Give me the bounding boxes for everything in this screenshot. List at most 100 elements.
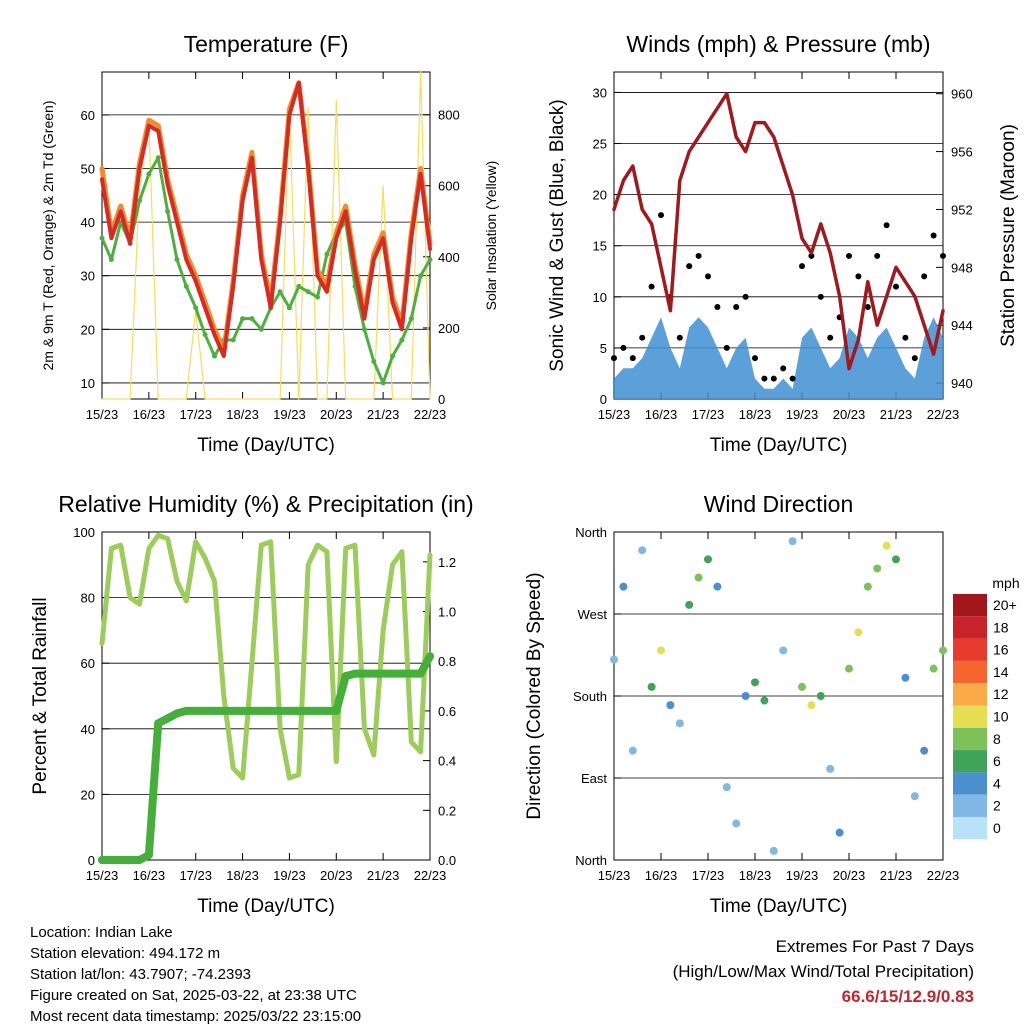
x-tick-label: 21/23 xyxy=(367,407,400,422)
gust-point xyxy=(911,355,918,362)
direction-point xyxy=(788,537,797,546)
y2-tick-label: 200 xyxy=(438,321,460,336)
gust-point xyxy=(817,293,824,300)
y-axis-label: Percent & Total Rainfall xyxy=(30,597,51,794)
y-tick-label: 0 xyxy=(88,853,95,868)
speed-legend-swatch xyxy=(953,705,987,728)
gust-point xyxy=(827,334,834,341)
recent-timestamp: Most recent data timestamp: 2025/03/22 2… xyxy=(30,1008,362,1025)
speed-legend-swatch xyxy=(953,772,987,795)
dewpoint-point xyxy=(418,273,424,279)
y2-tick-label: 956 xyxy=(951,145,973,160)
y-tick-label: 30 xyxy=(81,269,95,284)
chart-title: Relative Humidity (%) & Precipitation (i… xyxy=(58,491,473,517)
speed-legend-label: 2 xyxy=(993,798,1001,814)
direction-point xyxy=(807,701,816,710)
y2-tick-label: 600 xyxy=(438,179,460,194)
figure-created: Figure created on Sat, 2025-03-22, at 23… xyxy=(30,987,357,1004)
dewpoint-point xyxy=(315,294,321,300)
y2-tick-label: 0.8 xyxy=(438,654,456,669)
dewpoint-point xyxy=(155,155,161,161)
precipitation-point xyxy=(397,669,406,678)
precipitation-point xyxy=(360,669,369,678)
direction-point xyxy=(619,582,628,591)
y-tick-label: 50 xyxy=(81,161,95,176)
direction-point xyxy=(873,564,882,573)
x-tick-label: 17/23 xyxy=(692,868,725,883)
gust-point xyxy=(714,304,721,311)
x-tick-label: 17/23 xyxy=(692,407,725,422)
gust-point xyxy=(620,344,627,351)
gust-point xyxy=(629,355,636,362)
y-tick-label: 30 xyxy=(593,85,607,100)
direction-point xyxy=(769,846,778,855)
direction-point xyxy=(704,555,712,564)
direction-point xyxy=(685,600,694,609)
y-tick-label: 40 xyxy=(81,722,95,737)
x-tick-label: 21/23 xyxy=(880,868,913,883)
precipitation-point xyxy=(116,856,125,864)
direction-point xyxy=(628,746,637,755)
y2-tick-label: 1.0 xyxy=(438,605,456,620)
speed-legend-swatch xyxy=(953,638,987,661)
speed-legend-label: 0 xyxy=(993,820,1001,836)
direction-point xyxy=(732,819,741,828)
speed-legend-label: 20+ xyxy=(993,597,1017,613)
y-tick-label: 100 xyxy=(73,525,95,540)
precipitation-point xyxy=(210,706,219,715)
x-tick-label: 22/23 xyxy=(927,407,960,422)
gust-point xyxy=(808,252,815,259)
speed-legend-label: 12 xyxy=(993,686,1009,702)
precipitation-point xyxy=(388,669,397,678)
precipitation-point xyxy=(276,706,285,715)
y-tick-label: 60 xyxy=(81,656,95,671)
y2-tick-label: 948 xyxy=(951,260,973,275)
y-tick-label: 0 xyxy=(600,392,607,407)
speed-legend-title: mph xyxy=(992,575,1019,591)
chart-title: Winds (mph) & Pressure (mb) xyxy=(626,31,930,57)
dewpoint-point xyxy=(108,257,114,263)
gust-point xyxy=(742,293,749,300)
x-tick-label: 20/23 xyxy=(320,868,353,883)
y-tick-label: 15 xyxy=(593,239,607,254)
extremes-box: Extremes For Past 7 Days (High/Low/Max W… xyxy=(673,934,974,1009)
x-tick-label: 19/23 xyxy=(786,868,819,883)
precipitation-point xyxy=(416,669,425,678)
extremes-values: 66.6/15/12.9/0.83 xyxy=(841,987,974,1006)
x-tick-label: 15/23 xyxy=(86,868,119,883)
precipitation-point xyxy=(182,706,191,715)
precipitation-point xyxy=(266,706,275,715)
direction-point xyxy=(929,664,938,673)
dewpoint-point xyxy=(165,208,171,214)
precipitation-point xyxy=(107,856,116,864)
precipitation-point xyxy=(247,706,256,715)
dewpoint-point xyxy=(174,257,180,263)
station-elevation: Station elevation: 494.172 m xyxy=(30,945,221,962)
y2-tick-label: 0.2 xyxy=(438,803,456,818)
y2-tick-label: 0 xyxy=(438,392,445,407)
precipitation-point xyxy=(322,706,331,715)
gust-point xyxy=(686,263,693,270)
x-tick-label: 15/23 xyxy=(598,407,631,422)
x-tick-label: 16/23 xyxy=(133,868,166,883)
y-tick-label: West xyxy=(578,607,608,622)
precipitation-point xyxy=(285,706,294,715)
dewpoint-point xyxy=(286,305,292,311)
precipitation-point xyxy=(426,652,434,661)
direction-point xyxy=(779,646,788,655)
precipitation-point xyxy=(294,706,303,715)
chart-title: Temperature (F) xyxy=(184,31,349,57)
y-tick-label: 20 xyxy=(81,787,95,802)
gust-point xyxy=(723,344,730,351)
direction-point xyxy=(675,719,684,728)
x-tick-label: 20/23 xyxy=(833,407,866,422)
y-tick-label: 60 xyxy=(81,108,95,123)
speed-legend-swatch xyxy=(953,594,987,617)
precipitation-point xyxy=(341,672,350,681)
relative-humidity-line xyxy=(99,532,433,781)
dewpoint-point xyxy=(277,289,283,295)
extremes-subtitle: (High/Low/Max Wind/Total Precipitation) xyxy=(672,962,974,981)
direction-point xyxy=(892,555,900,564)
direction-point xyxy=(657,646,665,655)
extremes-title: Extremes For Past 7 Days xyxy=(775,937,974,956)
